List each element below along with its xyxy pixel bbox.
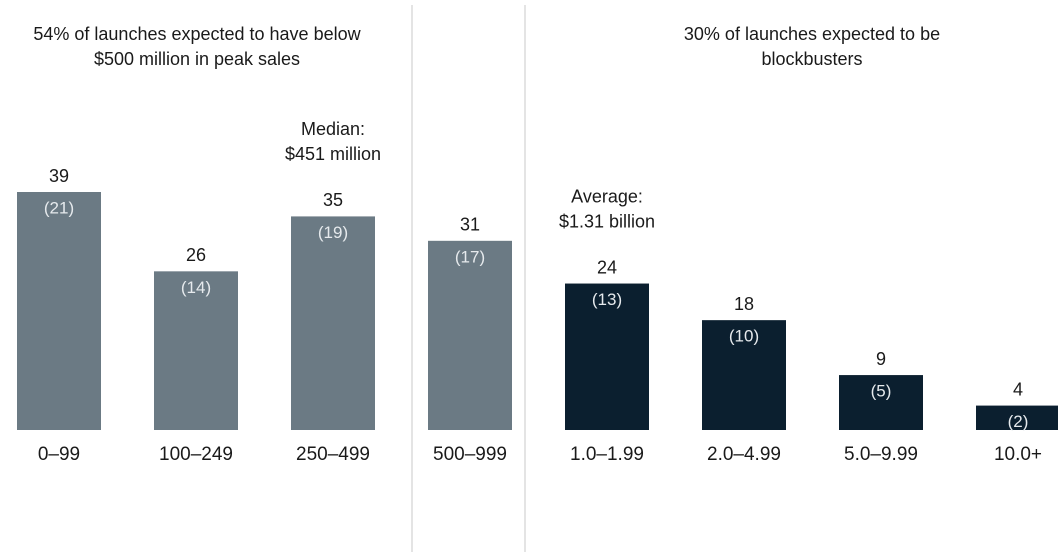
count-label: (13) [592, 290, 622, 309]
annotation: $451 million [285, 144, 381, 164]
count-label: (14) [181, 278, 211, 297]
bar [565, 283, 649, 430]
bar [702, 320, 786, 430]
bar [17, 192, 101, 430]
x-tick-label: 500–999 [433, 444, 507, 465]
x-tick-label: 2.0–4.99 [707, 444, 781, 465]
bar [291, 216, 375, 430]
bar [428, 240, 512, 430]
value-label: 31 [460, 215, 480, 235]
x-tick-label: 250–499 [296, 444, 370, 465]
count-label: (2) [1008, 412, 1029, 431]
panel-title: $500 million in peak sales [94, 49, 300, 69]
value-label: 18 [734, 294, 754, 314]
annotation: $1.31 billion [559, 211, 655, 231]
value-label: 4 [1013, 379, 1023, 399]
x-tick-label: 5.0–9.99 [844, 444, 918, 465]
count-label: (17) [455, 247, 485, 266]
count-label: (21) [44, 198, 74, 217]
x-tick-label: 0–99 [38, 444, 80, 465]
bar [154, 271, 238, 430]
count-label: (5) [871, 382, 892, 401]
value-label: 26 [186, 245, 206, 265]
value-label: 35 [323, 190, 343, 210]
x-tick-label: 10.0+ [994, 444, 1042, 465]
bar [976, 405, 1058, 430]
panel-title: blockbusters [761, 49, 862, 69]
bar [839, 375, 923, 430]
count-label: (19) [318, 223, 348, 242]
annotation: Average: [571, 186, 643, 206]
panel-title: 54% of launches expected to have below [33, 24, 361, 44]
value-label: 24 [597, 257, 617, 277]
value-label: 9 [876, 349, 886, 369]
count-label: (10) [729, 327, 759, 346]
x-tick-label: 1.0–1.99 [570, 444, 644, 465]
annotation: Median: [301, 119, 365, 139]
value-label: 39 [49, 166, 69, 186]
panel-title: 30% of launches expected to be [684, 24, 940, 44]
x-tick-label: 100–249 [159, 444, 233, 465]
